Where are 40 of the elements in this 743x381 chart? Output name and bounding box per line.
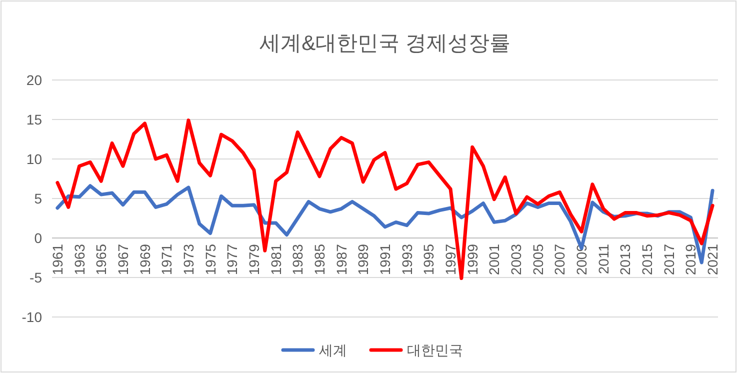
x-tick-label: 1983 [290, 244, 306, 276]
x-tick-label: 1963 [71, 244, 88, 276]
x-tick-label: 1985 [311, 244, 328, 276]
legend-label: 대한민국 [407, 342, 463, 358]
x-tick-label: 1999 [464, 244, 480, 276]
x-tick-label: 2015 [639, 244, 656, 276]
x-tick-label: 1991 [377, 244, 393, 276]
x-tick-label: 1997 [442, 244, 459, 276]
x-tick-label: 2001 [486, 244, 502, 276]
y-tick-label: 5 [34, 190, 42, 206]
x-tick-label: 2011 [595, 244, 612, 274]
x-tick-label: 1965 [93, 244, 110, 276]
x-tick-label: 1975 [202, 244, 218, 276]
y-tick-label: -5 [30, 270, 42, 286]
x-tick-label: 1979 [246, 244, 262, 276]
y-tick-label: 0 [34, 230, 42, 246]
x-tick-label: 2003 [508, 244, 524, 276]
x-tick-label: 1987 [333, 244, 350, 276]
x-tick-label: 2005 [530, 244, 546, 276]
x-tick-label: 1973 [180, 244, 196, 276]
x-tick-label: 1971 [158, 244, 175, 276]
y-tick-label: 10 [26, 151, 42, 167]
y-tick-label: 20 [26, 72, 42, 88]
x-tick-label: 1995 [420, 244, 437, 276]
x-tick-label: 1967 [114, 244, 131, 276]
x-tick-label: 2007 [552, 244, 568, 276]
x-tick-label: 1981 [268, 244, 284, 276]
y-tick-label: -10 [22, 309, 42, 325]
x-tick-label: 1993 [398, 244, 415, 276]
x-tick-label: 2017 [660, 244, 677, 276]
x-tick-label: 2013 [617, 244, 634, 276]
x-tick-label: 1961 [49, 244, 66, 276]
x-tick-label: 2021 [704, 244, 721, 276]
chart-title: 세계&대한민국 경제성장률 [260, 32, 510, 55]
x-tick-label: 1977 [224, 244, 240, 276]
y-tick-label: 15 [26, 112, 42, 128]
x-tick-label: 1969 [136, 244, 153, 276]
legend-label: 세계 [319, 342, 347, 358]
x-tick-label: 1989 [355, 244, 372, 276]
x-tick-label: 2019 [682, 244, 699, 276]
